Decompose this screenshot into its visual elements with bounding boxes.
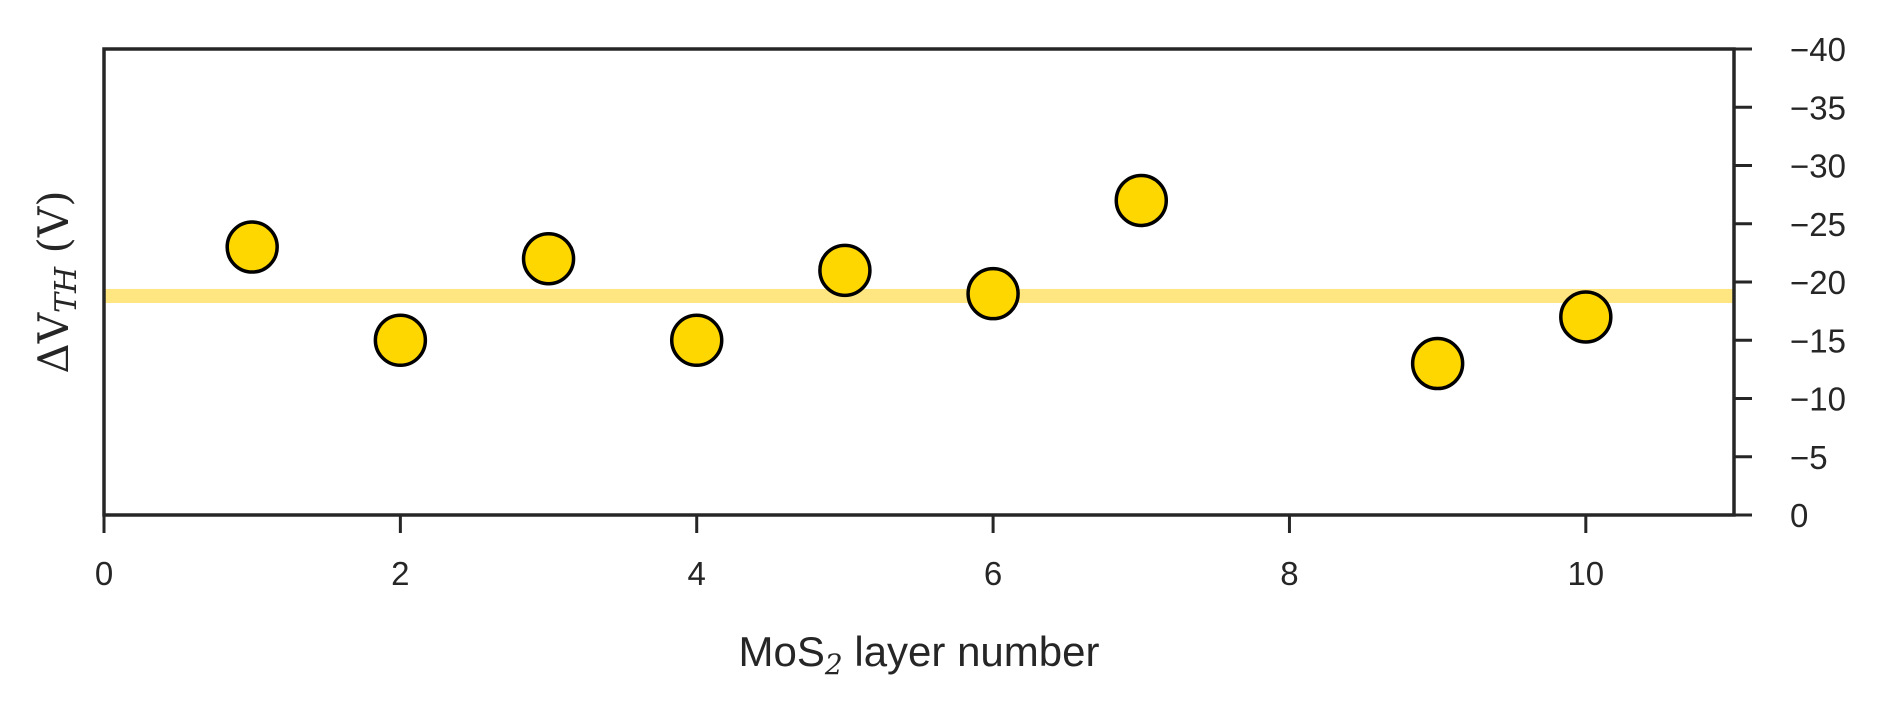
x-tick-label: 6	[984, 555, 1002, 592]
y-axis-ticks: 0 −5 −10 −15 −20 −25 −30 −35 −40	[1734, 31, 1846, 534]
x-tick-label: 10	[1567, 555, 1604, 592]
x-tick-label: 2	[391, 555, 409, 592]
y-tick-label: −15	[1790, 322, 1846, 359]
y-tick-label: −40	[1790, 31, 1846, 68]
x-tick-label: 0	[95, 555, 113, 592]
y-tick-label: −20	[1790, 264, 1846, 301]
y-tick-label: −30	[1790, 148, 1846, 185]
mean-reference-line	[104, 288, 1734, 303]
reference-line-layer	[104, 288, 1734, 303]
data-points	[225, 173, 1613, 391]
y-tick-label: −25	[1790, 206, 1846, 243]
data-point	[669, 313, 724, 367]
y-tick-label: −10	[1790, 381, 1846, 418]
plot-frame	[102, 47, 1736, 517]
x-axis-ticks: 0 2 4 6 8 10	[95, 515, 1604, 592]
y-tick-label: −5	[1790, 439, 1828, 476]
data-point	[818, 243, 872, 298]
x-tick-label: 4	[688, 555, 706, 592]
data-point	[966, 266, 1020, 321]
data-point	[225, 220, 279, 274]
x-axis-label: MoS2 layer number	[739, 628, 1100, 681]
data-point	[373, 313, 428, 367]
data-point	[1410, 336, 1465, 391]
y-tick-label: −35	[1790, 89, 1846, 126]
data-point	[521, 231, 576, 286]
y-axis-label: ΔVTH (V)	[29, 190, 84, 373]
x-tick-label: 8	[1280, 555, 1298, 592]
data-point	[1559, 290, 1613, 344]
data-point	[1114, 173, 1169, 228]
y-tick-label: 0	[1790, 497, 1808, 534]
